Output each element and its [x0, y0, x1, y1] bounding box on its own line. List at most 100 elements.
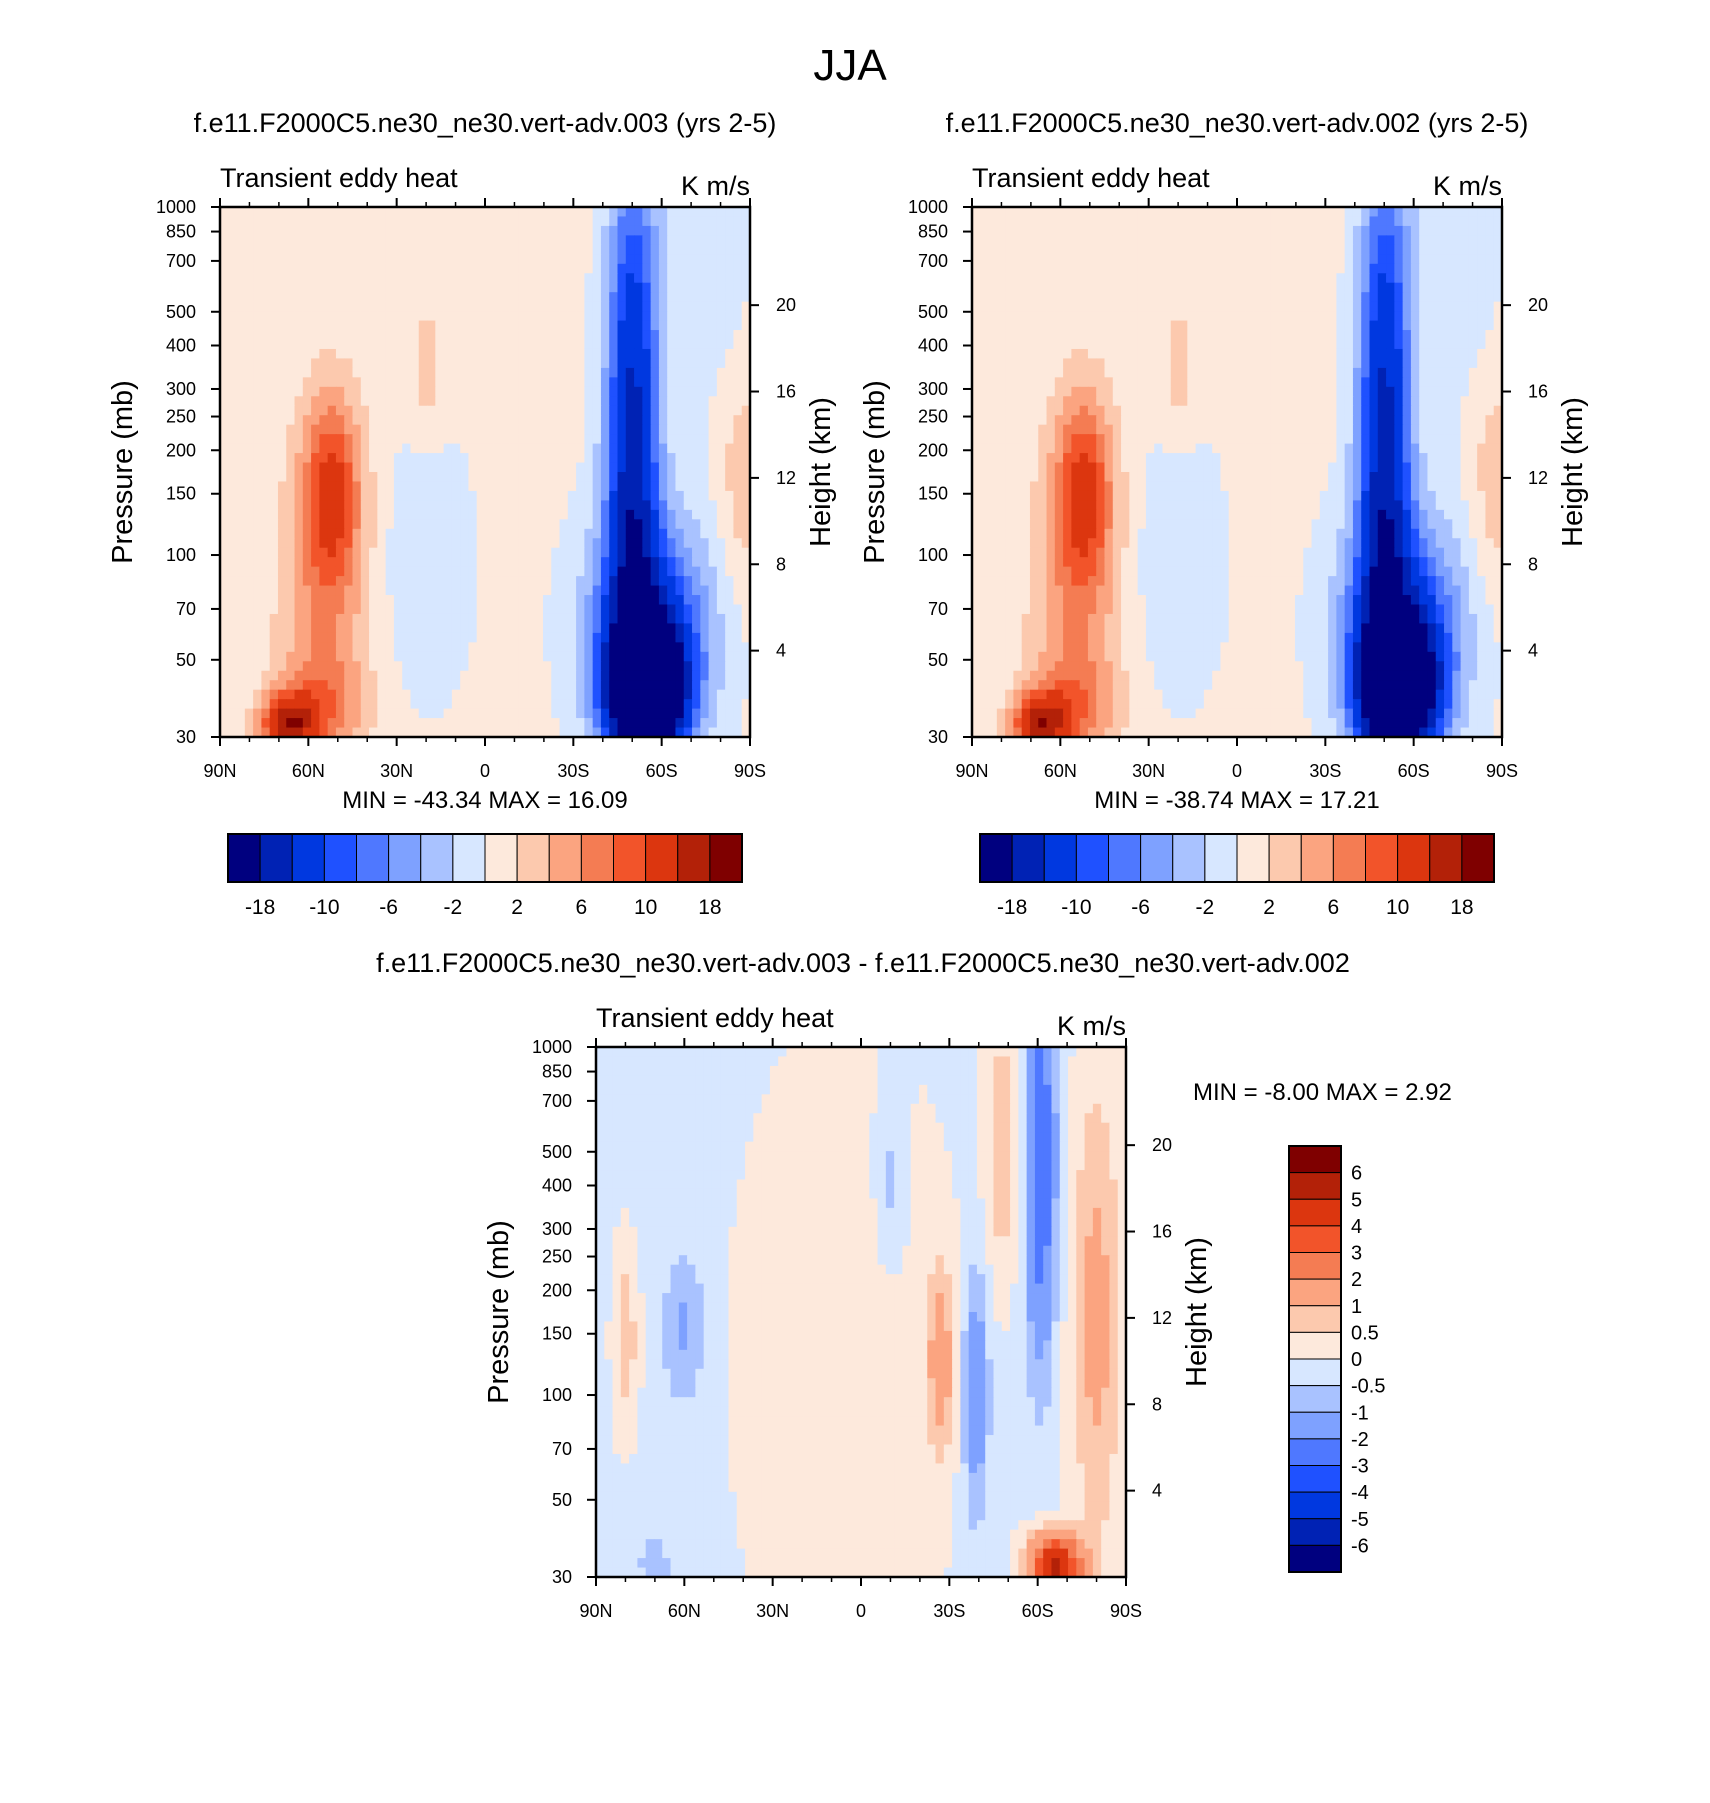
- heatmap-cell: [435, 367, 445, 378]
- heatmap-cell: [369, 292, 378, 303]
- heatmap-cell: [476, 424, 486, 435]
- heatmap-cell: [485, 244, 494, 255]
- heatmap-cell: [617, 348, 627, 360]
- heatmap-cell: [509, 727, 519, 738]
- heatmap-cell: [435, 651, 445, 662]
- heatmap-cell: [733, 566, 743, 577]
- heatmap-cell: [708, 225, 718, 236]
- heatmap-cell: [1121, 235, 1130, 246]
- heatmap-cell: [360, 320, 370, 331]
- heatmap-cell: [534, 566, 544, 577]
- heatmap-cell: [277, 661, 287, 672]
- heatmap-cell: [228, 566, 238, 577]
- heatmap-cell: [683, 718, 693, 729]
- heatmap-cell: [634, 386, 643, 397]
- heatmap-cell: [501, 670, 511, 681]
- heatmap-cell: [468, 301, 478, 312]
- heatmap-cell: [1220, 216, 1230, 227]
- colorbar-swatch: [452, 833, 486, 883]
- heatmap-cell: [302, 708, 312, 719]
- heatmap-cell: [277, 453, 287, 464]
- heatmap-cell: [1179, 273, 1188, 284]
- heatmap-cell: [650, 727, 660, 738]
- heatmap-cell: [716, 585, 726, 596]
- heatmap-cell: [302, 604, 312, 615]
- heatmap-cell: [542, 443, 552, 454]
- heatmap-cell: [493, 699, 503, 710]
- heatmap-cell: [443, 263, 453, 274]
- heatmap-cell: [1162, 367, 1172, 378]
- heatmap-cell: [261, 566, 271, 577]
- heatmap-cell: [410, 566, 420, 577]
- heatmap-cell: [435, 538, 445, 549]
- heatmap-cell: [1377, 330, 1387, 341]
- heatmap-cell: [476, 434, 486, 445]
- heatmap-cell: [261, 244, 271, 255]
- heatmap-cell: [1104, 320, 1114, 331]
- heatmap-cell: [493, 642, 503, 653]
- heatmap-cell: [518, 585, 528, 596]
- heatmap-cell: [509, 585, 519, 596]
- heatmap-cell: [509, 500, 519, 511]
- heatmap-cell: [410, 462, 420, 473]
- heatmap-cell: [1328, 348, 1337, 360]
- heatmap-cell: [642, 216, 652, 227]
- heatmap-cell: [261, 651, 271, 662]
- heatmap-cell: [1154, 225, 1164, 236]
- heatmap-cell: [485, 595, 494, 606]
- heatmap-cell: [476, 538, 486, 549]
- heatmap-cell: [485, 538, 494, 549]
- heatmap-cell: [311, 462, 320, 473]
- heatmap-cell: [402, 320, 412, 331]
- heatmap-cell: [269, 216, 279, 227]
- heatmap-cell: [542, 500, 552, 511]
- heatmap-cell: [683, 613, 693, 625]
- heatmap-cell: [277, 500, 287, 511]
- heatmap-cell: [576, 263, 585, 274]
- heatmap-cell: [625, 254, 635, 265]
- heatmap-cell: [667, 405, 677, 416]
- heatmap-cell: [443, 207, 453, 218]
- heatmap-cell: [683, 604, 693, 615]
- heatmap-cell: [311, 358, 320, 369]
- heatmap-cell: [261, 453, 271, 464]
- heatmap-cell: [650, 699, 660, 710]
- heatmap-cell: [468, 547, 478, 558]
- heatmap-cell: [592, 557, 602, 568]
- heatmap-cell: [576, 415, 585, 426]
- heatmap-cell: [667, 330, 677, 341]
- heatmap-cell: [220, 576, 229, 587]
- heatmap-cell: [692, 613, 701, 625]
- heatmap-cell: [725, 405, 735, 416]
- heatmap-cell: [1054, 273, 1064, 284]
- heatmap-cell: [741, 708, 751, 719]
- heatmap-cell: [1054, 292, 1064, 303]
- heatmap-cell: [410, 358, 420, 369]
- heatmap-cell: [220, 670, 229, 681]
- heatmap-cell: [344, 680, 354, 691]
- heatmap-cell: [700, 547, 710, 558]
- heatmap-cell: [741, 348, 751, 360]
- heatmap-cell: [1063, 301, 1072, 312]
- heatmap-cell: [1046, 311, 1056, 322]
- heatmap-cell: [451, 348, 461, 360]
- heatmap-cell: [534, 699, 544, 710]
- heatmap-cell: [377, 311, 387, 322]
- heatmap-cell: [733, 708, 743, 719]
- heatmap-cell: [1319, 216, 1329, 227]
- heatmap-cell: [1303, 254, 1313, 265]
- heatmap-cell: [1038, 282, 1048, 293]
- heatmap-cell: [1435, 225, 1445, 236]
- heatmap-cell: [1112, 225, 1122, 236]
- heatmap-cell: [741, 424, 751, 435]
- heatmap-cell: [600, 623, 610, 634]
- heatmap-cell: [1419, 377, 1429, 388]
- heatmap-cell: [311, 689, 320, 700]
- heatmap-cell: [625, 604, 635, 615]
- heatmap-cell: [559, 576, 569, 587]
- heatmap-cell: [1386, 330, 1395, 341]
- heatmap-cell: [592, 642, 602, 653]
- heatmap-cell: [460, 377, 470, 388]
- heatmap-cell: [716, 415, 726, 426]
- heatmap-cell: [1195, 358, 1205, 369]
